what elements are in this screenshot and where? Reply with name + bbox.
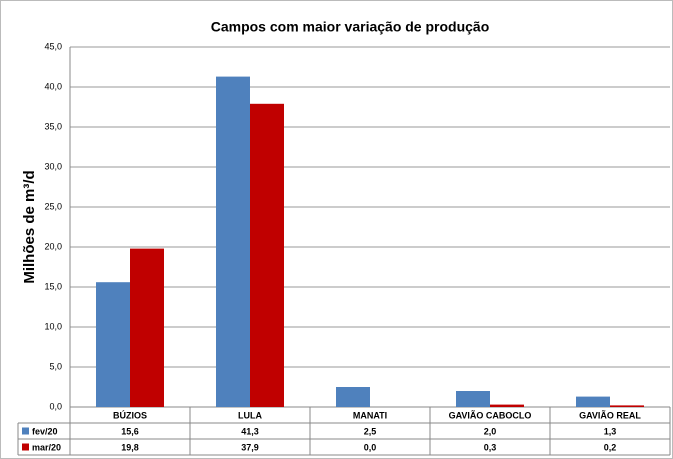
x-tick-label: GAVIÃO CABOCLO bbox=[449, 410, 532, 420]
bar bbox=[250, 103, 284, 408]
chart-title: Campos com maior variação de produção bbox=[211, 19, 490, 35]
y-tick-label: 25,0 bbox=[44, 201, 62, 211]
table-value: 37,9 bbox=[241, 442, 259, 452]
legend-swatch bbox=[22, 427, 29, 435]
bar bbox=[336, 387, 370, 407]
y-tick-label: 0,0 bbox=[49, 401, 62, 411]
table-value: 0,0 bbox=[364, 442, 377, 452]
table-value: 0,3 bbox=[484, 442, 497, 452]
bar bbox=[456, 391, 490, 407]
x-tick-label: LULA bbox=[238, 410, 262, 420]
table-value: 15,6 bbox=[121, 426, 139, 436]
y-axis-title: Milhões de m³/d bbox=[21, 170, 38, 283]
table-value: 41,3 bbox=[241, 426, 259, 436]
x-tick-label: BÚZIOS bbox=[113, 409, 147, 420]
bar bbox=[96, 282, 130, 407]
x-tick-label: GAVIÃO REAL bbox=[579, 410, 641, 420]
table-value: 0,2 bbox=[604, 442, 617, 452]
bar bbox=[490, 404, 524, 407]
x-tick-label: MANATI bbox=[353, 410, 387, 420]
y-tick-label: 40,0 bbox=[44, 81, 62, 91]
legend-swatch bbox=[22, 443, 29, 451]
bar bbox=[130, 248, 164, 407]
legend-label: mar/20 bbox=[32, 442, 61, 452]
bar bbox=[610, 405, 644, 407]
table-value: 2,0 bbox=[484, 426, 497, 436]
y-tick-label: 10,0 bbox=[44, 321, 62, 331]
y-tick-label: 35,0 bbox=[44, 121, 62, 131]
y-tick-label: 45,0 bbox=[44, 41, 62, 51]
bar bbox=[576, 396, 610, 407]
table-value: 19,8 bbox=[121, 442, 139, 452]
bar bbox=[216, 76, 250, 407]
legend-label: fev/20 bbox=[32, 426, 58, 436]
y-tick-label: 20,0 bbox=[44, 241, 62, 251]
table-value: 1,3 bbox=[604, 426, 617, 436]
y-tick-label: 30,0 bbox=[44, 161, 62, 171]
y-tick-label: 5,0 bbox=[49, 361, 62, 371]
y-tick-label: 15,0 bbox=[44, 281, 62, 291]
table-value: 2,5 bbox=[364, 426, 377, 436]
